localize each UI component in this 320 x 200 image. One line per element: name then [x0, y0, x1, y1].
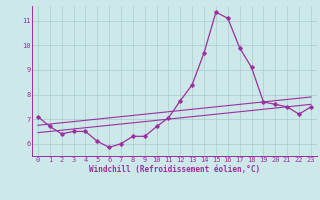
X-axis label: Windchill (Refroidissement éolien,°C): Windchill (Refroidissement éolien,°C): [89, 165, 260, 174]
